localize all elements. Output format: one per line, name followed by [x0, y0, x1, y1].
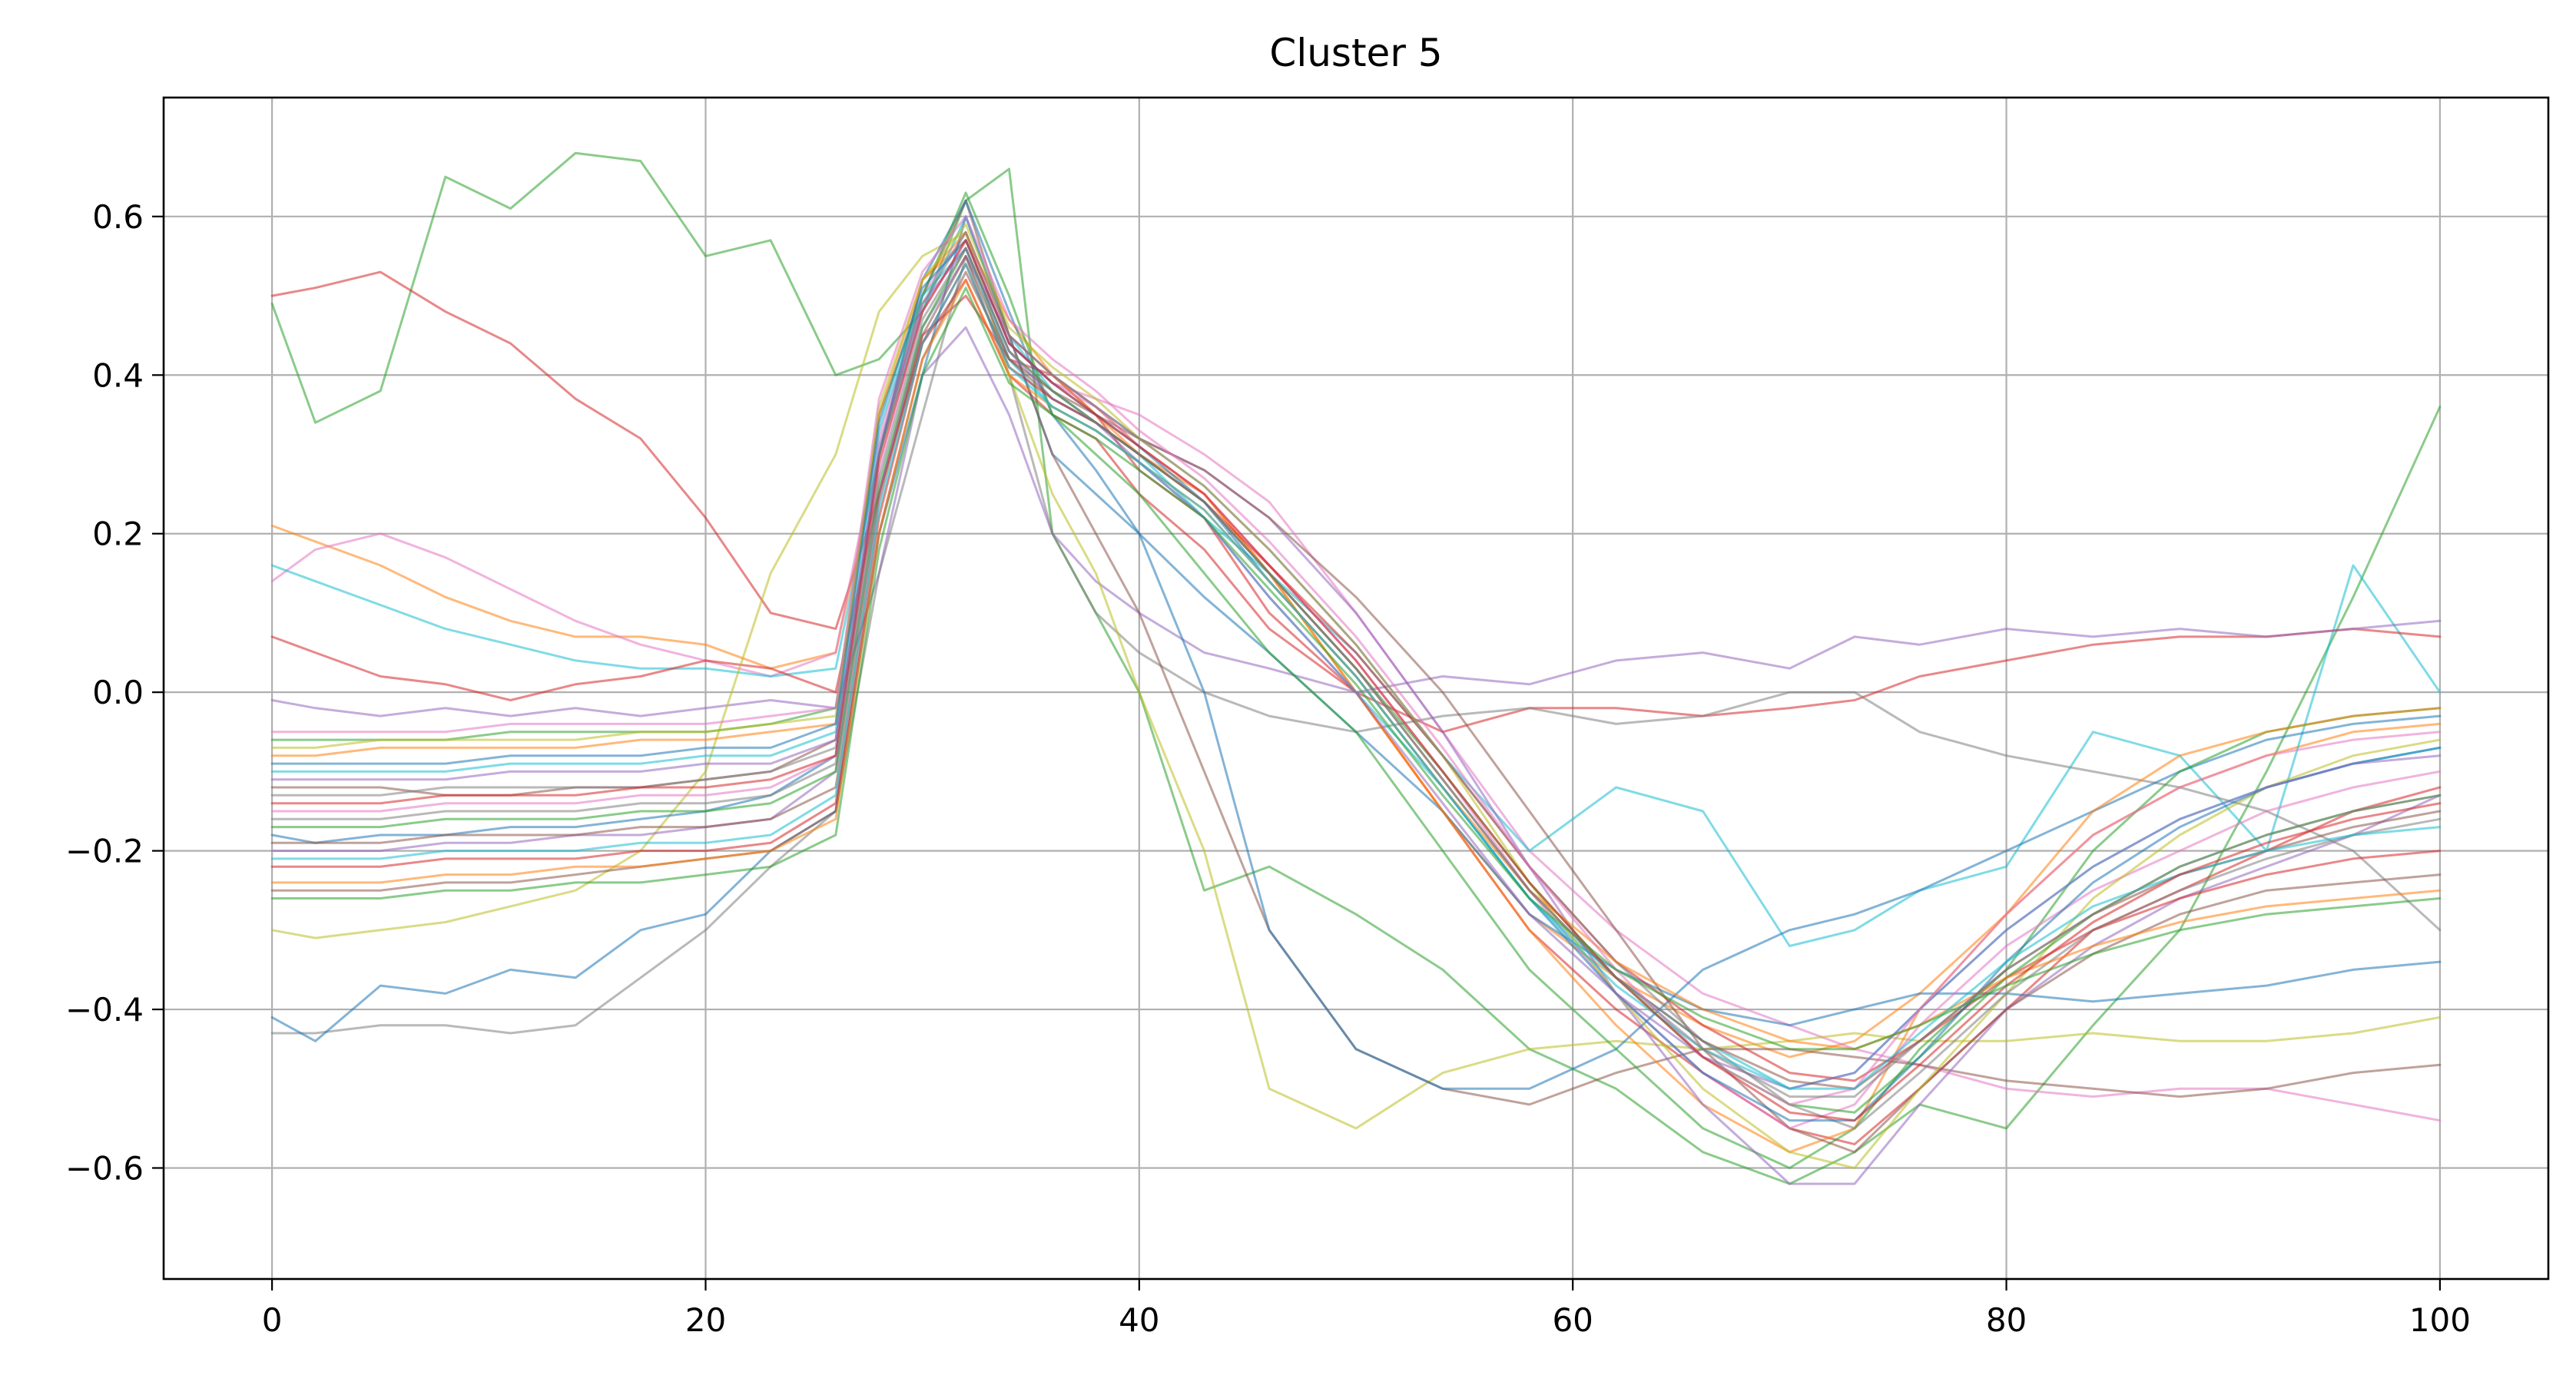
- x-tick-label: 20: [685, 1301, 726, 1339]
- grid-lines: [164, 98, 2548, 1279]
- series-line-21: [270, 231, 2442, 1130]
- series-line-29: [270, 239, 2442, 1122]
- y-tick-label: −0.4: [65, 991, 144, 1029]
- y-tick-label: 0.0: [92, 674, 144, 711]
- series-line-27: [270, 215, 2442, 1106]
- y-tick-label: 0.2: [92, 515, 144, 553]
- x-tick-label: 100: [2409, 1301, 2471, 1339]
- series-line-12: [270, 199, 2442, 1090]
- y-tick-label: −0.2: [65, 833, 144, 870]
- x-tick-label: 80: [1986, 1301, 2027, 1339]
- series-layer: [270, 151, 2442, 1185]
- plot-frame: [162, 96, 2550, 1281]
- chart-title: Cluster 5: [1269, 31, 1442, 75]
- y-tick-label: 0.6: [92, 198, 144, 236]
- x-tick-label: 60: [1552, 1301, 1593, 1339]
- x-tick-label: 0: [262, 1301, 283, 1339]
- series-line-8: [270, 254, 2442, 1035]
- y-tick-label: −0.6: [65, 1149, 144, 1187]
- series-line-31: [270, 247, 2442, 1098]
- x-axis: 0 20 40 60 80 100: [262, 1279, 2471, 1339]
- y-axis: −0.6 −0.4 −0.2 0.0 0.2 0.4 0.6: [65, 198, 164, 1187]
- x-tick-label: 40: [1119, 1301, 1159, 1339]
- series-line-28: [270, 263, 2442, 1090]
- series-line-30: [270, 287, 2442, 1051]
- y-tick-label: 0.4: [92, 356, 144, 394]
- series-line-4: [270, 231, 2442, 1122]
- series-line-13: [270, 191, 2442, 1169]
